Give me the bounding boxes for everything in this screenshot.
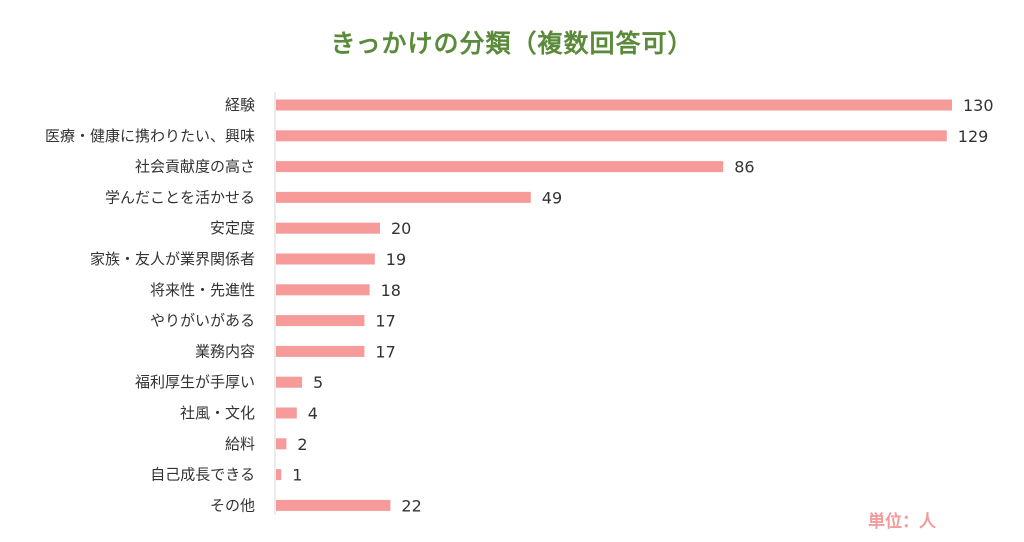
category-label: 給料 bbox=[225, 435, 255, 453]
bar bbox=[276, 469, 282, 481]
category-label: 自己成長できる bbox=[150, 466, 255, 484]
bar bbox=[276, 376, 302, 388]
bar bbox=[276, 345, 365, 357]
bar bbox=[276, 99, 952, 111]
bar bbox=[276, 407, 297, 419]
bar bbox=[276, 284, 370, 296]
value-label: 19 bbox=[386, 250, 406, 269]
category-label: その他 bbox=[210, 496, 255, 514]
bar bbox=[276, 161, 724, 173]
category-label: 福利厚生が手厚い bbox=[135, 373, 255, 391]
value-label: 17 bbox=[375, 312, 395, 331]
value-label: 2 bbox=[297, 435, 307, 454]
bar bbox=[276, 253, 375, 265]
bar bbox=[276, 438, 287, 450]
category-label: 家族・友人が業界関係者 bbox=[90, 250, 255, 268]
category-label: 将来性・先進性 bbox=[150, 281, 255, 299]
value-label: 1 bbox=[292, 466, 302, 485]
value-label: 129 bbox=[958, 127, 989, 146]
value-label: 18 bbox=[381, 281, 401, 300]
category-label: 医療・健康に携わりたい、興味 bbox=[45, 127, 255, 145]
value-label: 22 bbox=[401, 496, 421, 515]
category-label: 社風・文化 bbox=[180, 404, 255, 422]
category-label: 安定度 bbox=[210, 219, 255, 237]
category-label: 経験 bbox=[225, 96, 255, 114]
bar bbox=[276, 222, 380, 234]
value-label: 5 bbox=[313, 373, 323, 392]
unit-label: 単位：人 bbox=[868, 512, 936, 532]
value-label: 49 bbox=[542, 188, 562, 207]
category-label: 業務内容 bbox=[195, 342, 255, 360]
bar bbox=[276, 191, 531, 203]
category-label: やりがいがある bbox=[150, 312, 255, 330]
bar bbox=[276, 499, 391, 511]
chart-title: きっかけの分類（複数回答可） bbox=[330, 29, 694, 58]
category-label: 学んだことを活かせる bbox=[105, 188, 255, 206]
value-label: 4 bbox=[308, 404, 318, 423]
bar bbox=[276, 130, 947, 142]
value-label: 130 bbox=[963, 96, 994, 115]
category-label: 社会貢献度の高さ bbox=[135, 158, 255, 176]
value-label: 20 bbox=[391, 219, 411, 238]
value-label: 17 bbox=[375, 342, 395, 361]
value-label: 86 bbox=[734, 158, 754, 177]
bar bbox=[276, 315, 365, 327]
